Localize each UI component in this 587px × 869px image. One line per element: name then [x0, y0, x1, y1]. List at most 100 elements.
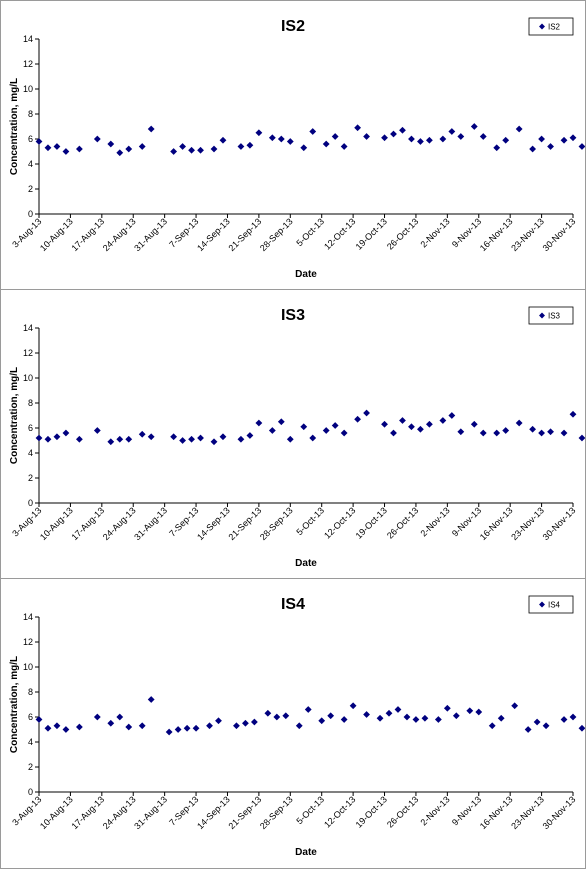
data-point	[560, 429, 568, 437]
data-point	[578, 434, 585, 442]
data-point	[170, 433, 178, 441]
data-point	[62, 429, 70, 437]
x-tick-label: 28-Sep-13	[258, 794, 295, 831]
data-point	[210, 438, 218, 446]
x-ticks: 3-Aug-1310-Aug-1317-Aug-1324-Aug-1331-Au…	[10, 214, 577, 253]
data-point	[390, 429, 397, 437]
y-tick-label: 2	[28, 762, 33, 772]
x-ticks: 3-Aug-1310-Aug-1317-Aug-1324-Aug-1331-Au…	[10, 503, 577, 542]
data-point	[147, 125, 155, 133]
data-point	[493, 144, 501, 152]
y-tick-label: 8	[28, 109, 33, 119]
data-point	[62, 148, 70, 155]
data-points	[35, 696, 585, 736]
data-point	[381, 134, 388, 142]
legend-label: IS2	[548, 23, 561, 32]
x-tick-label: 28-Sep-13	[258, 216, 295, 253]
x-tick-label: 26-Oct-13	[385, 505, 420, 540]
chart-svg-is2: IS2 IS2 0 2 4 6 8 10 12 14 3-Aug-1310-Aug-1317-…	[9, 17, 585, 280]
data-point	[215, 717, 222, 725]
data-point	[107, 719, 115, 727]
data-point	[412, 716, 420, 723]
data-point	[390, 130, 397, 138]
data-point	[331, 422, 339, 429]
data-point	[331, 133, 339, 140]
data-point	[497, 714, 505, 722]
x-tick-label: 30-Nov-13	[541, 505, 578, 542]
x-axis-label: Date	[295, 558, 317, 569]
x-ticks: 3-Aug-1310-Aug-1317-Aug-1324-Aug-1331-Au…	[10, 792, 577, 831]
data-point	[457, 428, 465, 436]
data-point	[206, 722, 213, 730]
x-axis-label: Date	[295, 847, 317, 858]
data-point	[277, 135, 285, 143]
y-tick-label: 14	[23, 323, 33, 333]
legend-box	[528, 306, 574, 325]
data-point	[125, 435, 133, 443]
y-tick-label: 12	[23, 59, 33, 69]
data-point	[511, 702, 519, 710]
x-tick-label: 17-Aug-13	[69, 505, 106, 542]
legend: IS3	[528, 306, 574, 325]
data-point	[466, 707, 474, 715]
x-tick-label: 21-Sep-13	[227, 216, 264, 253]
data-point	[138, 143, 146, 150]
data-point	[138, 430, 146, 438]
data-point	[53, 433, 61, 441]
data-point	[210, 145, 218, 153]
data-point	[439, 135, 447, 143]
data-point	[273, 713, 281, 721]
data-point	[309, 434, 317, 442]
y-tick-label: 0	[28, 787, 33, 797]
data-point	[479, 133, 487, 140]
x-tick-label: 14-Sep-13	[195, 505, 232, 542]
data-point	[578, 724, 585, 732]
data-point	[277, 418, 285, 426]
legend-label: IS3	[548, 312, 561, 321]
data-point	[75, 723, 83, 731]
data-point	[242, 719, 249, 727]
x-tick-label: 24-Aug-13	[101, 216, 138, 253]
data-point	[354, 415, 362, 423]
x-tick-label: 17-Aug-13	[69, 216, 106, 253]
y-tick-label: 0	[28, 209, 33, 219]
data-point	[569, 410, 577, 418]
x-tick-label: 19-Oct-13	[354, 794, 389, 829]
y-tick-label: 8	[28, 687, 33, 697]
chart-panel-is3: IS3 IS3 0 2 4 6 8 10 12 14 3-Aug-13 10-Aug-13 17-…	[0, 289, 586, 579]
data-point	[408, 423, 415, 431]
x-tick-label: 26-Oct-13	[385, 794, 420, 829]
x-tick-label: 5-Oct-13	[294, 505, 326, 537]
x-tick-label: 14-Sep-13	[195, 216, 232, 253]
data-point	[399, 417, 406, 424]
x-tick-label: 5-Oct-13	[294, 216, 326, 248]
data-point	[197, 146, 204, 154]
data-point	[309, 128, 317, 135]
chart-svg-is3: IS3 IS3 0 2 4 6 8 10 12 14 3-Aug-1310-Aug-1317-…	[9, 306, 585, 569]
y-tick-label: 10	[23, 662, 33, 672]
x-tick-label: 24-Aug-13	[101, 505, 138, 542]
data-point	[515, 419, 523, 427]
x-tick-label: 2-Nov-13	[419, 216, 452, 249]
data-point	[125, 145, 133, 153]
data-point	[246, 141, 254, 149]
data-point	[354, 124, 362, 132]
data-point	[165, 728, 173, 736]
y-tick-label: 14	[23, 34, 33, 44]
data-point	[417, 425, 424, 433]
data-point	[340, 429, 348, 437]
data-point	[349, 702, 357, 710]
data-point	[53, 143, 61, 150]
data-point	[340, 143, 348, 150]
x-tick-label: 14-Sep-13	[195, 794, 232, 831]
data-point	[295, 722, 303, 730]
data-point	[363, 133, 370, 140]
data-point	[174, 726, 182, 733]
data-point	[107, 140, 115, 148]
data-point	[408, 135, 415, 143]
data-point	[147, 696, 155, 703]
data-point	[44, 724, 52, 732]
data-point	[268, 427, 276, 434]
legend: IS2	[528, 17, 574, 36]
data-point	[475, 708, 483, 716]
